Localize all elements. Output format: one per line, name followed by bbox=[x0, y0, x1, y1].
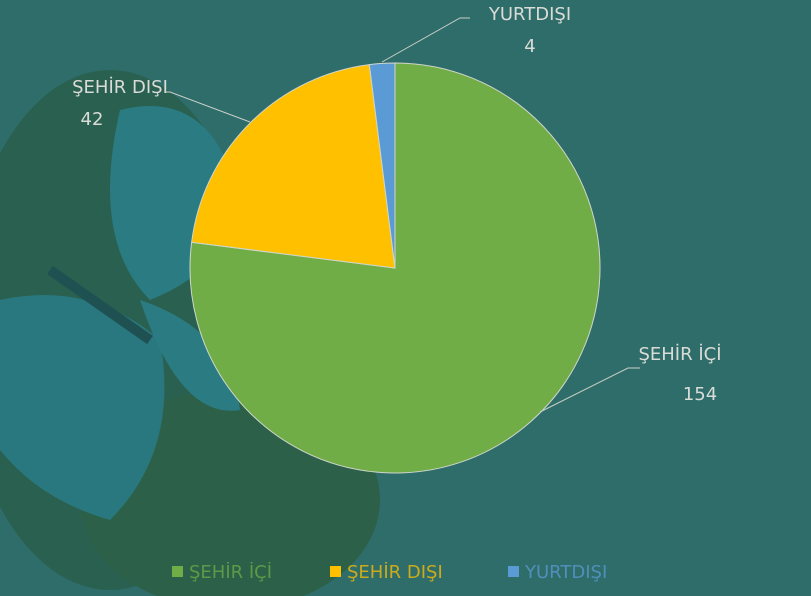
data-label-value: 4 bbox=[524, 36, 535, 57]
legend: ŞEHİR İÇİ ŞEHİR DIŞI YURTDIŞI bbox=[172, 562, 607, 583]
leader-line bbox=[165, 91, 251, 123]
data-label-category: ŞEHİR DIŞI bbox=[72, 77, 168, 98]
pie-slice bbox=[191, 64, 396, 269]
legend-label: YURTDIŞI bbox=[524, 562, 607, 583]
leader-line bbox=[539, 367, 640, 413]
legend-label: ŞEHİR İÇİ bbox=[189, 562, 272, 583]
data-labels: ŞEHİR İÇİ 154 ŞEHİR DIŞI 42 YURTDIŞI 4 bbox=[72, 4, 722, 413]
legend-label: ŞEHİR DIŞI bbox=[347, 562, 443, 583]
data-label-value: 42 bbox=[81, 109, 104, 130]
legend-swatch bbox=[508, 566, 519, 577]
leader-line bbox=[381, 17, 470, 63]
data-label-category: YURTDIŞI bbox=[488, 4, 571, 25]
pie bbox=[189, 62, 601, 474]
pie-slice bbox=[368, 62, 396, 269]
pie-slice bbox=[189, 62, 601, 474]
data-label-category: ŞEHİR İÇİ bbox=[638, 344, 721, 365]
legend-swatch bbox=[330, 566, 341, 577]
data-label-value: 154 bbox=[683, 384, 717, 405]
legend-swatch bbox=[172, 566, 183, 577]
